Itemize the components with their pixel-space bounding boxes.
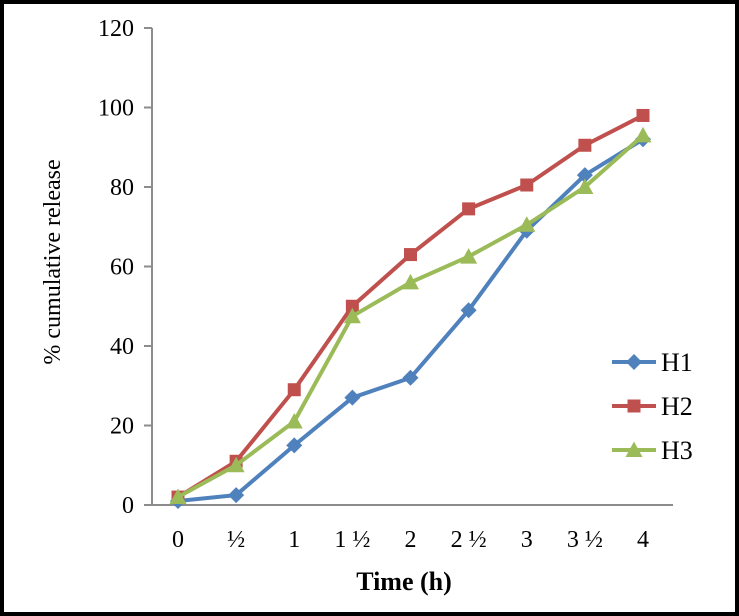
- marker-h1-7: [576, 167, 593, 184]
- marker-h3-1: [227, 456, 245, 473]
- y-tick-label-100: 100: [98, 96, 134, 122]
- x-tick-label-8: 4: [637, 527, 649, 553]
- x-tick-label-3: 1 ½: [334, 527, 370, 553]
- legend-marker-h1: [626, 354, 642, 370]
- y-tick-label-20: 20: [110, 414, 134, 440]
- marker-h1-3: [344, 389, 361, 406]
- marker-h3-5: [460, 248, 478, 264]
- marker-h1-4: [402, 369, 419, 386]
- x-tick-label-4: 2: [405, 527, 417, 553]
- marker-h2-6: [520, 178, 534, 192]
- marker-h2-5: [462, 202, 476, 216]
- marker-h3-0: [169, 488, 187, 505]
- legend-label-h3: H3: [661, 436, 693, 465]
- marker-h1-1: [228, 487, 245, 504]
- marker-h1-2: [286, 437, 303, 454]
- legend-marker-h2: [627, 399, 641, 413]
- marker-h3-4: [402, 273, 419, 290]
- y-axis-title: % cumulative release: [40, 159, 66, 364]
- series-line-h3: [177, 133, 645, 499]
- y-tick-label-40: 40: [110, 334, 134, 360]
- marker-h2-8: [636, 108, 650, 122]
- y-tick-label-120: 120: [98, 16, 134, 42]
- x-tick-label-0: 0: [172, 527, 184, 553]
- marker-h2-2: [287, 383, 301, 397]
- x-tick-label-5: 2 ½: [451, 527, 487, 553]
- x-tick-label-6: 3: [521, 527, 533, 553]
- legend-marker-h3: [625, 441, 643, 457]
- marker-h3-8: [634, 126, 652, 143]
- x-axis-title: Time (h): [356, 567, 452, 596]
- marker-h2-4: [404, 248, 417, 262]
- y-tick-label-60: 60: [110, 255, 134, 281]
- y-tick-label-80: 80: [110, 175, 134, 201]
- marker-h3-7: [576, 178, 594, 194]
- legend-label-h1: H1: [661, 348, 693, 377]
- marker-h3-2: [285, 413, 303, 429]
- series-line-h2: [176, 113, 644, 499]
- cumulative-release-chart: % cumulative release Time (h) 0204060801…: [40, 16, 693, 596]
- legend-label-h2: H2: [661, 392, 693, 421]
- y-tick-label-0: 0: [122, 493, 134, 519]
- marker-h2-3: [345, 299, 359, 313]
- x-tick-label-2: 1: [288, 527, 300, 553]
- marker-h2-7: [578, 138, 592, 152]
- x-tick-label-7: 3 ½: [567, 527, 603, 553]
- marker-h3-3: [343, 307, 361, 324]
- marker-h1-5: [460, 302, 477, 319]
- x-tick-label-1: ½: [227, 527, 245, 553]
- marker-h3-6: [518, 216, 536, 232]
